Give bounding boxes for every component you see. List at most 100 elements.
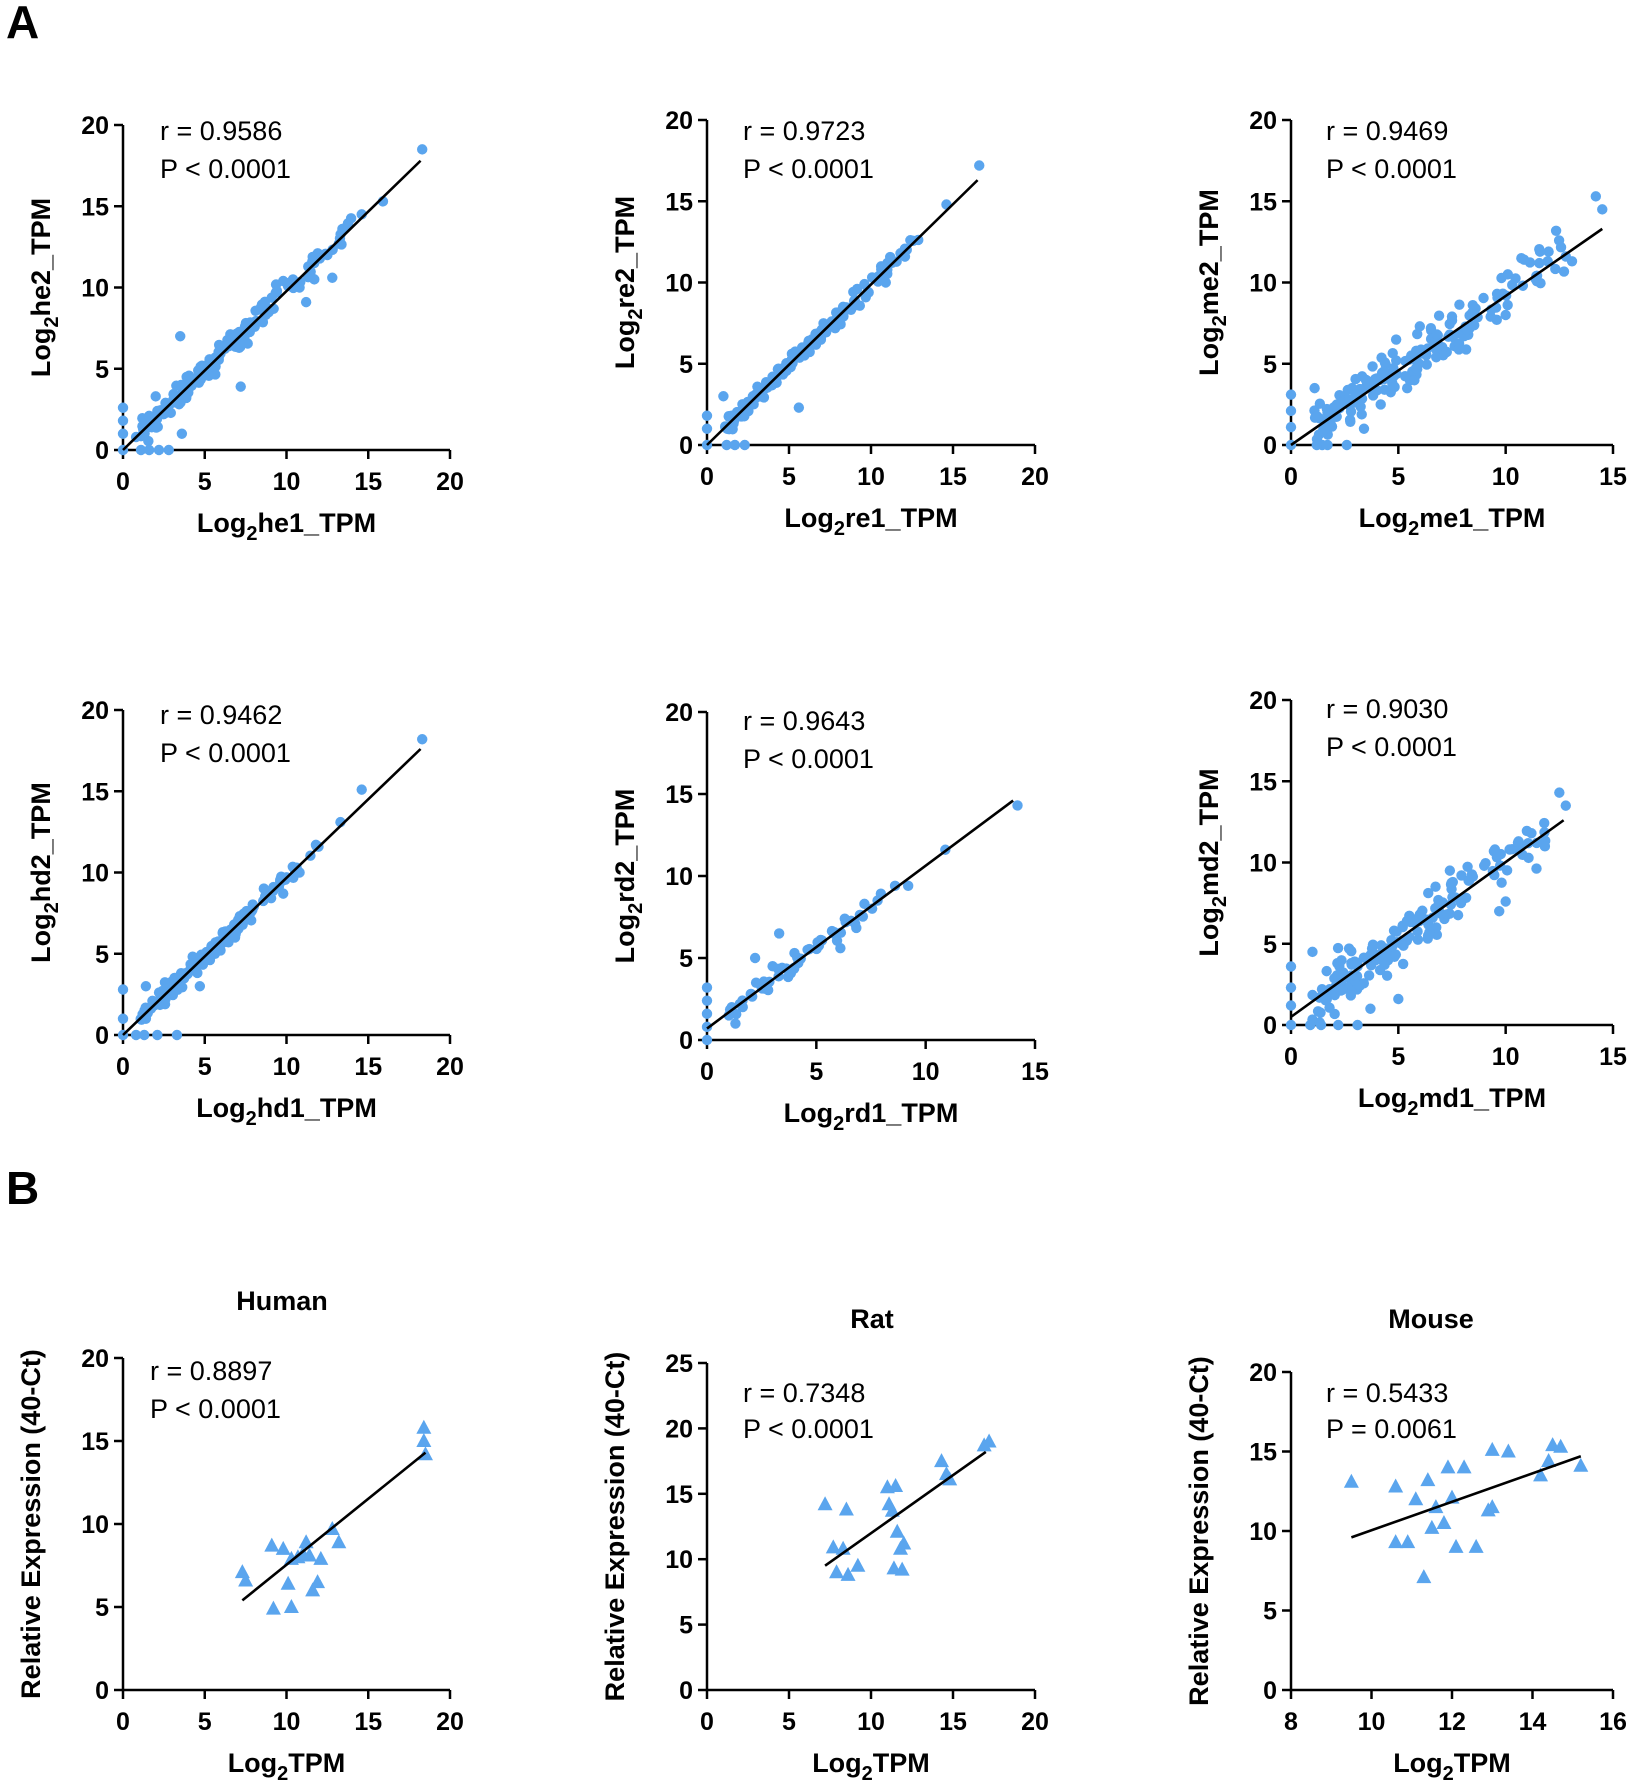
scatter-point — [1491, 288, 1503, 300]
scatter-point — [758, 392, 770, 403]
scatter-point — [1433, 894, 1444, 906]
scatter-point — [1333, 1019, 1344, 1031]
scatter-point — [839, 913, 850, 924]
scatter-point — [1307, 989, 1318, 1001]
chart-title: Human — [236, 1286, 328, 1316]
x-tick-label: 20 — [436, 468, 464, 496]
scatter-point — [729, 439, 741, 451]
x-axis-title: Log2rd1_TPM — [784, 1098, 959, 1135]
x-tick-label: 0 — [1284, 463, 1298, 491]
x-axis-title: Log2he1_TPM — [197, 508, 376, 545]
y-tick-label: 0 — [95, 437, 109, 465]
scatter-point — [894, 1561, 910, 1576]
scatter-point — [1388, 925, 1400, 936]
scatter-point — [825, 1539, 841, 1554]
scatter-point — [1554, 787, 1565, 798]
scatter-point — [1479, 860, 1490, 871]
scatter-point — [280, 1575, 296, 1590]
scatter-point — [176, 428, 188, 439]
scatter-point — [1500, 896, 1511, 907]
scatter-point — [1431, 352, 1442, 363]
y-tick-label: 20 — [1249, 107, 1277, 135]
scatter-point — [264, 1537, 280, 1552]
scatter-point — [1012, 800, 1023, 811]
scatter-point — [1478, 292, 1489, 304]
x-tick-label: 5 — [782, 1708, 796, 1736]
scatter-point — [143, 444, 155, 456]
scatter-point — [171, 1029, 183, 1041]
scatter-point — [1448, 1538, 1464, 1553]
scatter-point — [327, 272, 338, 283]
scatter-point — [889, 1523, 905, 1538]
x-tick-label: 5 — [198, 1708, 212, 1736]
scatter-point — [739, 439, 750, 451]
scatter-point — [1355, 401, 1366, 412]
scatter-point — [1456, 870, 1467, 881]
scatter-point — [1390, 334, 1402, 345]
scatter-point — [1285, 405, 1297, 417]
scatter-point — [1510, 273, 1521, 284]
regression-line — [1290, 819, 1565, 1018]
x-tick-label: 14 — [1519, 1708, 1547, 1736]
scatter-point — [1309, 382, 1320, 394]
scatter-point — [1399, 370, 1411, 382]
x-tick-label: 0 — [700, 463, 714, 491]
scatter-point — [1401, 383, 1413, 394]
scatter-point — [773, 928, 785, 939]
scatter-point — [701, 1008, 713, 1019]
y-tick-label: 20 — [1249, 687, 1277, 715]
x-tick-label: 10 — [857, 1708, 885, 1736]
scatter-point — [1285, 421, 1297, 433]
scatter-point — [203, 370, 215, 381]
scatter-point — [265, 1600, 281, 1615]
y-tick-label: 0 — [1263, 432, 1277, 460]
scatter-point — [1393, 993, 1404, 1005]
scatter-point — [829, 1564, 845, 1579]
chart-3: 0 5 10 15 0 5 10 15 20 Log2me1_TPM Log2me2_TPM r = … — [1194, 107, 1627, 540]
y-tick-label: 15 — [665, 781, 693, 809]
scatter-point — [313, 1550, 329, 1565]
correlation-r-text: r = 0.9723 — [743, 116, 865, 146]
scatter-point — [1504, 844, 1515, 855]
scatter-point — [1494, 906, 1505, 917]
y-axis-title: Log2rd2_TPM — [610, 789, 647, 964]
scatter-point — [1420, 1472, 1436, 1487]
scatter-point — [1352, 961, 1363, 972]
scatter-point — [151, 422, 162, 433]
scatter-point — [1363, 970, 1375, 981]
chart-5: 0 5 10 15 0 5 10 15 20 Log2rd1_TPM Log2rd2_TPM r = … — [610, 699, 1049, 1135]
x-axis-title: Log2TPM — [812, 1748, 930, 1785]
scatter-point — [1367, 361, 1378, 372]
scatter-point — [749, 952, 761, 964]
scatter-point — [1376, 954, 1387, 965]
p-value-text: P < 0.0001 — [743, 1414, 874, 1444]
x-axis-title: Log2re1_TPM — [784, 503, 957, 540]
scatter-point — [1590, 191, 1602, 202]
scatter-point — [1531, 863, 1542, 874]
x-tick-label: 15 — [354, 1708, 382, 1736]
scatter-point — [777, 363, 788, 374]
scatter-point — [310, 1574, 326, 1589]
scatter-point — [789, 947, 800, 959]
scatter-point — [1345, 406, 1357, 417]
scatter-point — [1496, 877, 1507, 888]
scatter-point — [238, 1572, 254, 1587]
x-tick-label: 20 — [1021, 463, 1049, 491]
chart-title: Mouse — [1388, 1304, 1474, 1334]
x-tick-label: 15 — [939, 1708, 967, 1736]
panel-label-a: A — [6, 0, 39, 48]
scatter-point — [1365, 960, 1377, 971]
scatter-point — [1408, 1491, 1424, 1506]
scatter-point — [701, 410, 713, 421]
scatter-point — [1411, 363, 1423, 375]
y-tick-label: 15 — [81, 193, 109, 221]
scatter-point — [237, 326, 248, 337]
scatter-point — [1311, 439, 1322, 451]
scatter-point — [1335, 397, 1346, 408]
scatter-point — [895, 248, 906, 259]
scatter-point — [701, 1021, 713, 1033]
x-axis-title: Log2md1_TPM — [1358, 1083, 1546, 1120]
scatter-point — [889, 880, 901, 892]
y-tick-label: 20 — [81, 1345, 109, 1373]
y-tick-label: 20 — [665, 107, 693, 135]
